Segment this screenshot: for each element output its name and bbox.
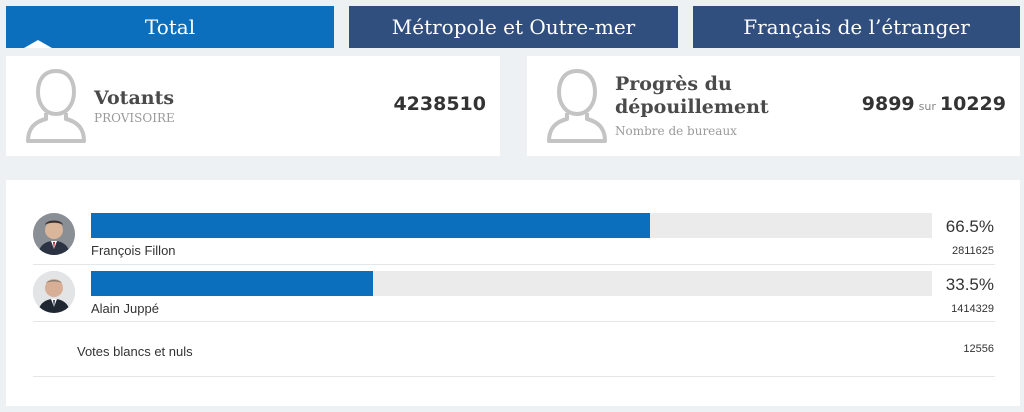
total-bureaus: 10229 bbox=[939, 93, 1006, 115]
candidate-percent: 33.5% bbox=[945, 275, 994, 294]
vote-bar-track bbox=[91, 213, 932, 238]
vote-bar-track bbox=[91, 271, 932, 296]
tab-etranger-label: Français de l’étranger bbox=[743, 15, 970, 39]
candidate-percent: 66.5% bbox=[945, 217, 994, 236]
blank-votes-value: 12556 bbox=[963, 343, 994, 355]
counting-progress-card: Progrès du dépouillement Nombre de burea… bbox=[527, 56, 1020, 156]
blank-votes-label: Votes blancs et nuls bbox=[77, 344, 193, 359]
candidate-name: François Fillon bbox=[91, 243, 176, 258]
voters-value: 4238510 bbox=[393, 93, 486, 115]
results-tabs: Total Métropole et Outre-mer Français de… bbox=[6, 6, 1020, 48]
voters-card: Votants PROVISOIRE 4238510 bbox=[6, 56, 500, 156]
row-divider bbox=[33, 376, 995, 377]
row-divider bbox=[33, 264, 995, 265]
tab-etranger[interactable]: Français de l’étranger bbox=[693, 6, 1020, 48]
active-tab-pointer bbox=[24, 40, 52, 48]
candidate-photo-fillon bbox=[33, 213, 75, 255]
progress-title-line1: Progrès du bbox=[615, 73, 732, 95]
tab-metropole-label: Métropole et Outre-mer bbox=[391, 15, 636, 39]
row-divider bbox=[33, 321, 995, 322]
progress-title: Progrès du dépouillement bbox=[615, 73, 769, 119]
progress-title-line2: dépouillement bbox=[615, 96, 769, 118]
vote-bar-fill bbox=[91, 213, 651, 238]
counted-bureaus: 9899 bbox=[861, 93, 915, 115]
voters-title: Votants bbox=[94, 87, 175, 109]
user-silhouette-icon bbox=[26, 68, 86, 143]
progress-subtitle: Nombre de bureaux bbox=[615, 124, 737, 138]
tab-total[interactable]: Total bbox=[6, 6, 334, 48]
candidate-name: Alain Juppé bbox=[91, 301, 159, 316]
candidate-row: Alain Juppé 33.5% 1414329 bbox=[6, 271, 1020, 323]
user-silhouette-icon bbox=[547, 68, 607, 143]
vote-bar-fill bbox=[91, 271, 373, 296]
candidate-votes: 1414329 bbox=[951, 303, 994, 315]
progress-value: 9899 sur 10229 bbox=[862, 93, 1006, 115]
progress-separator: sur bbox=[918, 100, 936, 113]
voters-subtitle: PROVISOIRE bbox=[94, 111, 175, 125]
candidate-photo-juppe bbox=[33, 271, 75, 313]
candidate-votes: 2811625 bbox=[951, 245, 994, 257]
results-panel: François Fillon 66.5% 2811625 Alain Jupp… bbox=[6, 180, 1020, 406]
tab-total-label: Total bbox=[144, 15, 196, 39]
tab-metropole[interactable]: Métropole et Outre-mer bbox=[349, 6, 678, 48]
candidate-row: François Fillon 66.5% 2811625 bbox=[6, 213, 1020, 265]
